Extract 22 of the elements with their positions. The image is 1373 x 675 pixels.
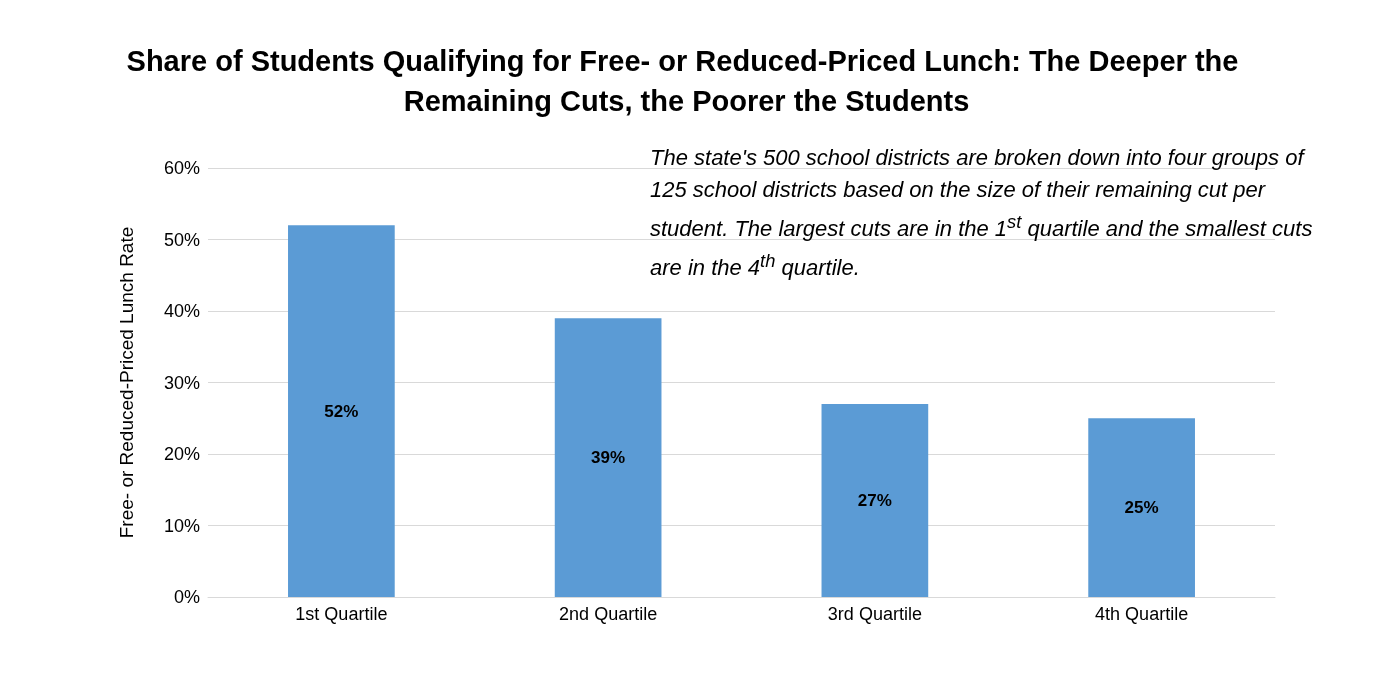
x-tick-label: 1st Quartile: [295, 604, 388, 624]
y-axis-title: Free- or Reduced-Priced Lunch Rate: [116, 226, 137, 539]
bar: [288, 225, 395, 597]
data-label: 52%: [324, 401, 359, 421]
chart-title: Share of Students Qualifying for Free- or Reduced-Priced Lunch: The Deeper the Remaining Cuts, the Poorer the Students: [126, 45, 1247, 117]
y-tick-label: 50%: [163, 229, 200, 250]
y-tick-label: 30%: [163, 372, 200, 393]
y-tick-label: 10%: [163, 515, 200, 536]
bar: [821, 403, 929, 597]
data-label: 25%: [1124, 498, 1159, 518]
text: The state's 500 school districts are broken down into four groups of 125 school districts based on the size of their remaining cut per student. The largest cuts are in the 1$^{st}$ quartile and the smallest cuts are in the 4$^{th}$ quartile.: [650, 145, 1313, 281]
y-tick-label: 60%: [163, 158, 200, 178]
bar: [1088, 418, 1195, 597]
y-tick-label: 40%: [163, 301, 200, 321]
data-label: 39%: [591, 448, 626, 468]
x-tick-label: 3rd Quartile: [827, 604, 922, 624]
bar: [554, 318, 662, 597]
y-tick-label: 20%: [163, 444, 200, 464]
x-tick-label: 4th Quartile: [1095, 604, 1189, 624]
x-tick-label: 2nd Quartile: [559, 604, 658, 624]
y-tick-label: 0%: [173, 587, 200, 607]
data-label: 27%: [857, 490, 892, 510]
